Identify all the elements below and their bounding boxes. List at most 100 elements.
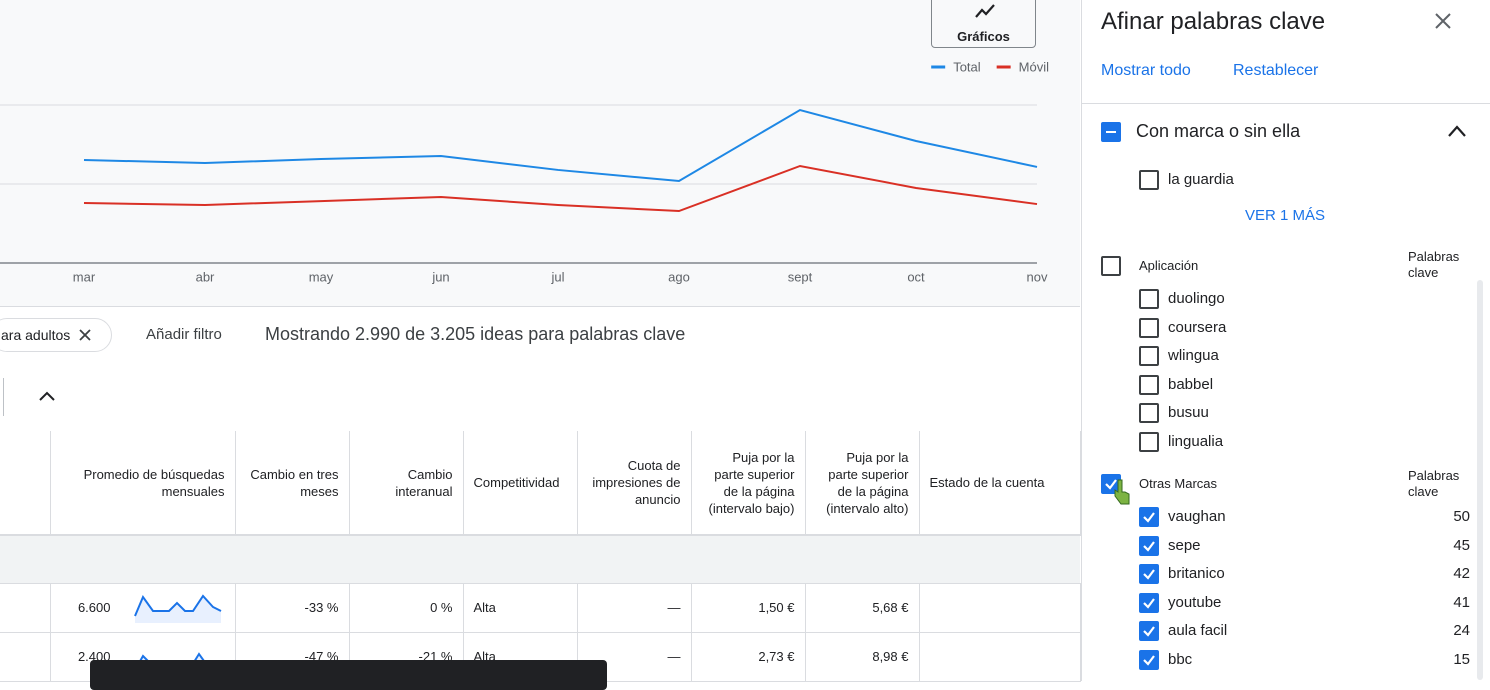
chart: mar abr may jun jul ago sept oct nov Móvil Total: [0, 59, 1049, 284]
table-cell: [0, 583, 51, 633]
charts-button-label: Gráficos: [957, 29, 1010, 44]
header-cell: Cambio en tres meses: [235, 431, 350, 536]
collapse-icon[interactable]: [38, 390, 56, 402]
header-cell: Competitividad: [463, 431, 578, 536]
cell-text: 8,98 €: [872, 649, 909, 664]
table-cell: [0, 632, 51, 682]
chart-area: mar abr may jun jul ago sept oct nov Móvil Total G…: [0, 0, 1080, 307]
table-cell: [919, 632, 1081, 682]
x-tick-label: mar: [73, 269, 96, 284]
option-label: busuu: [1168, 404, 1209, 421]
option-label: coursera: [1168, 318, 1227, 336]
checkbox[interactable]: [1139, 431, 1159, 452]
option-count: 45: [1453, 536, 1470, 554]
series-line: [83, 108, 1038, 183]
x-tick-label: jun: [431, 269, 449, 284]
cursor: [1114, 479, 1130, 505]
add-filter[interactable]: Añadir filtro: [146, 326, 222, 343]
sparkline-area: [134, 595, 221, 623]
refine-panel: Afinar palabras clave Mostrar todo Resta…: [1081, 0, 1490, 681]
checkbox-checked[interactable]: [1139, 649, 1159, 670]
cell-text: 2,73 €: [758, 649, 795, 664]
sparkline-line: [133, 593, 221, 616]
option-label: wlingua: [1168, 347, 1219, 364]
option-count: 24: [1453, 622, 1470, 639]
table-cell: 0 %: [349, 583, 464, 633]
panel-title: Afinar palabras clave: [1101, 8, 1326, 35]
option-label: britanico: [1168, 565, 1225, 582]
cell-text: 0 %: [430, 600, 453, 615]
group-title: Aplicación: [1139, 258, 1199, 273]
tooltip: [90, 660, 607, 690]
cell-text: —: [667, 649, 681, 664]
checkbox[interactable]: [1139, 374, 1159, 395]
header-cell: Promedio de búsquedas mensuales: [50, 431, 236, 536]
option-label: duolingo: [1168, 290, 1225, 307]
filter-chip[interactable]: ara adultos: [0, 318, 112, 352]
table-cell: 6.600: [50, 583, 236, 633]
header-cell: [0, 431, 51, 536]
checkbox[interactable]: [1101, 256, 1121, 276]
cell-text: Alta: [473, 600, 496, 615]
option-label: aula facil: [1168, 622, 1228, 639]
x-tick-label: oct: [907, 269, 925, 284]
checkbox[interactable]: [1139, 403, 1159, 423]
table-cell: —: [577, 583, 692, 633]
x-tick-label: may: [309, 269, 334, 284]
cell-text: 6.600: [77, 600, 111, 615]
checkbox[interactable]: [1139, 289, 1159, 309]
checkbox[interactable]: [1139, 317, 1159, 338]
checkbox-indeterminate[interactable]: [1101, 122, 1121, 142]
chip-label: ara adultos: [1, 327, 71, 343]
checkbox-checked[interactable]: [1139, 621, 1159, 641]
x-tick-label: nov: [1027, 269, 1048, 284]
option-count: 41: [1453, 593, 1470, 611]
chart-icon: [975, 4, 995, 18]
scrollbar[interactable]: [1477, 280, 1483, 680]
see-more[interactable]: VER 1 MÁS: [1245, 207, 1326, 224]
legend-label: Total: [953, 59, 981, 74]
header-cell: Cambio interanual: [349, 431, 464, 536]
checkbox-checked[interactable]: [1139, 564, 1159, 584]
table-cell: [919, 583, 1081, 633]
option-label: bbc: [1168, 650, 1193, 668]
group-band: [0, 535, 1080, 584]
x-tick-label: abr: [196, 269, 215, 284]
table-cell: 5,68 €: [805, 583, 920, 633]
reset[interactable]: Restablecer: [1233, 62, 1319, 79]
checkbox[interactable]: [1139, 170, 1159, 190]
collapse-group[interactable]: [1447, 124, 1467, 138]
option-label: vaughan: [1168, 508, 1226, 525]
table-cell: 2,73 €: [691, 632, 806, 682]
x-tick-label: jul: [550, 269, 564, 284]
count-header: Palabras clave: [1408, 468, 1460, 499]
option-count: 50: [1453, 508, 1470, 525]
result-summary: Mostrando 2.990 de 3.205 ideas para pala…: [265, 324, 686, 344]
header-cell: Puja por la parte superior de la página …: [691, 431, 806, 536]
group-title: Otras Marcas: [1139, 476, 1218, 491]
option-label: babbel: [1168, 375, 1214, 393]
option-label: lingualia: [1168, 432, 1224, 450]
checkbox[interactable]: [1139, 346, 1159, 366]
table-cell: 8,98 €: [805, 632, 920, 682]
checkbox-checked[interactable]: [1139, 592, 1159, 613]
header-cell: Cuota de impresiones de anuncio: [577, 431, 692, 536]
sparkline: [133, 593, 221, 623]
table-cell: 1,50 €: [691, 583, 806, 633]
keyword-table: Promedio de búsquedas mensuales Cambio en…: [0, 431, 1081, 682]
x-tick-label: sept: [788, 269, 813, 284]
legend-label: Móvil: [1019, 59, 1049, 74]
checkbox-checked[interactable]: [1139, 507, 1159, 527]
header-cell: Estado de la cuenta: [919, 431, 1081, 536]
cell-text: 1,50 €: [758, 600, 795, 615]
table-cell: Alta: [463, 583, 578, 633]
close-icon[interactable]: [79, 329, 91, 341]
checkbox-checked[interactable]: [1139, 535, 1159, 556]
charts-button[interactable]: Gráficos: [931, 0, 1036, 48]
show-all[interactable]: Mostrar todo: [1101, 62, 1191, 79]
close-panel[interactable]: [1435, 13, 1451, 29]
x-tick-label: ago: [668, 269, 690, 284]
cell-text: 5,68 €: [872, 600, 909, 615]
divider: [3, 378, 4, 416]
